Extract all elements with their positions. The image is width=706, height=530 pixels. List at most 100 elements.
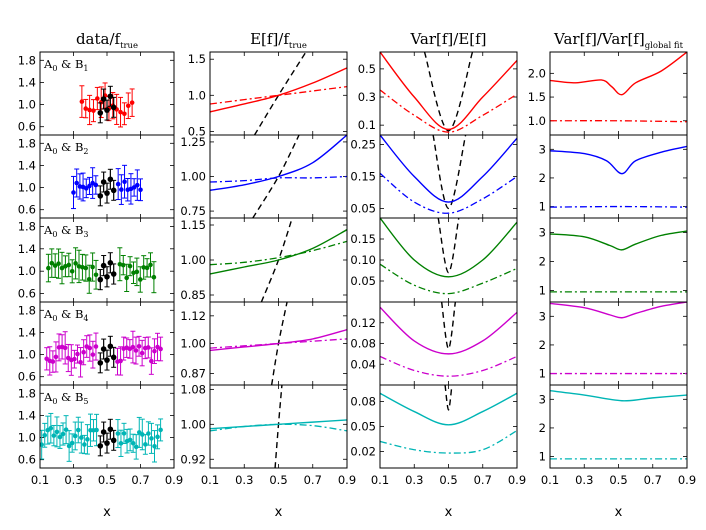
- plot-area: [210, 385, 347, 468]
- ytick-label: 0.04: [350, 357, 376, 371]
- black-data-point: [104, 357, 110, 363]
- data-point: [66, 443, 72, 449]
- data-point: [93, 182, 99, 188]
- plot-area: [44, 330, 164, 378]
- dashdot-line: [210, 240, 347, 266]
- solid-line: [210, 229, 347, 275]
- black-data-point: [100, 346, 107, 352]
- data-point: [133, 444, 139, 450]
- xtick-label: 0.9: [165, 473, 183, 487]
- black-data-point: [104, 190, 110, 196]
- data-point: [143, 442, 148, 447]
- data-point: [60, 431, 66, 437]
- plot-area: [550, 52, 687, 123]
- xtick-label: 0.7: [644, 473, 662, 487]
- black-data-point: [100, 179, 107, 185]
- ytick-label: 1: [539, 200, 546, 214]
- black-data-point: [110, 104, 117, 111]
- data-point: [69, 440, 75, 446]
- column-titles: data/ftrue E[f]/ftrue Var[f]/E[f] Var[f]/Va…: [76, 30, 684, 51]
- panel-r3-c3: 0.05 0.10 0.15: [350, 217, 518, 303]
- data-point: [130, 440, 136, 446]
- ytick-label: 1.4: [18, 75, 36, 89]
- xtick-label: 0.3: [235, 473, 253, 487]
- data-point: [135, 182, 140, 188]
- data-point: [40, 442, 44, 447]
- data-point: [85, 437, 90, 442]
- xtick-label: 0.5: [98, 473, 116, 487]
- panel-frame: [209, 384, 348, 469]
- ytick-label: 0.05: [350, 274, 376, 288]
- data-point: [149, 436, 154, 441]
- data-point: [158, 427, 163, 433]
- data-point: [82, 442, 87, 447]
- data-point: [121, 431, 127, 436]
- x-axis-label-3: x: [445, 505, 453, 520]
- plot-area: [550, 302, 687, 375]
- data-point: [59, 265, 65, 271]
- data-point: [79, 99, 85, 104]
- dashdot-line: [380, 89, 517, 133]
- data-point: [91, 108, 96, 113]
- ytick-label: 1.8: [18, 303, 36, 317]
- data-point: [46, 265, 51, 271]
- black-data-point: [100, 262, 107, 269]
- panel-r1-c3: 0.1 0.3 0.5: [358, 51, 518, 136]
- ytick-label: 1.15: [180, 218, 206, 232]
- ytick-label: 1.0: [18, 431, 36, 445]
- ytick-label: 1: [539, 450, 546, 464]
- data-point: [145, 345, 151, 350]
- ytick-label: 3: [539, 142, 546, 156]
- data-point: [130, 344, 136, 350]
- panels: 0.6 1.0 1.4 1.8 A0 & B1 0.5 1.0 1.5 0.1 0.3 0.5 1.0…: [18, 51, 696, 487]
- data-point: [93, 272, 99, 278]
- panel-r3-c2: 0.85 1.00 1.15: [180, 217, 348, 303]
- xtick-label: 0.7: [474, 473, 492, 487]
- black-data-point: [110, 354, 117, 361]
- dashed-line: [444, 385, 453, 411]
- ytick-label: 1.0: [528, 114, 546, 128]
- panel-r1-c4: 1.0 1.5 2.0: [528, 51, 688, 136]
- black-data-point: [110, 437, 117, 444]
- black-data-point: [97, 193, 104, 199]
- ytick-label: 0.25: [350, 138, 376, 152]
- solid-line: [210, 67, 347, 113]
- panel-r2-c3: 0.05 0.15 0.25: [350, 134, 518, 219]
- ytick-label: 1: [539, 283, 546, 297]
- xtick-label: 0.9: [678, 473, 696, 487]
- panel-r4-c3: 0.04 0.08 0.12: [350, 301, 518, 386]
- panel-r3-c1: 0.6 1.0 1.4 1.8 A0 & B3: [18, 217, 175, 303]
- data-point: [137, 277, 143, 282]
- data-point: [133, 348, 139, 353]
- plot-area: [210, 52, 347, 135]
- ytick-label: 0.75: [180, 204, 206, 218]
- plot-area: [550, 230, 687, 293]
- data-point: [138, 187, 143, 193]
- xtick-label: 0.5: [609, 473, 627, 487]
- data-point: [56, 261, 61, 266]
- data-point: [75, 427, 81, 433]
- data-point: [48, 425, 54, 431]
- black-data-point: [97, 110, 104, 116]
- dashed-line: [437, 218, 460, 274]
- plot-area: [380, 135, 517, 214]
- plot-area: [210, 135, 347, 218]
- data-point: [118, 358, 123, 364]
- row-label-5: A0 & B5: [43, 390, 89, 406]
- plot-area: [550, 390, 687, 460]
- x-axis-label-4: x: [615, 505, 623, 520]
- ytick-label: 0.5: [188, 124, 206, 138]
- column-title-1: data/ftrue: [76, 30, 138, 51]
- panel-r5-c2: 0.92 1.00 1.08 0.1 0.3 0.5 0.7 0.9: [180, 382, 356, 487]
- xtick-label: 0.9: [338, 473, 356, 487]
- data-point: [87, 345, 93, 351]
- dashed-line: [253, 52, 307, 135]
- panel-frame: [379, 301, 518, 386]
- data-point: [74, 180, 79, 186]
- data-point: [66, 262, 72, 268]
- ytick-label: 1.0: [18, 264, 36, 278]
- ytick-label: 0.08: [350, 395, 376, 409]
- black-data-point: [100, 429, 107, 435]
- ytick-label: 2: [539, 171, 546, 185]
- ytick-label: 1.5: [188, 52, 206, 66]
